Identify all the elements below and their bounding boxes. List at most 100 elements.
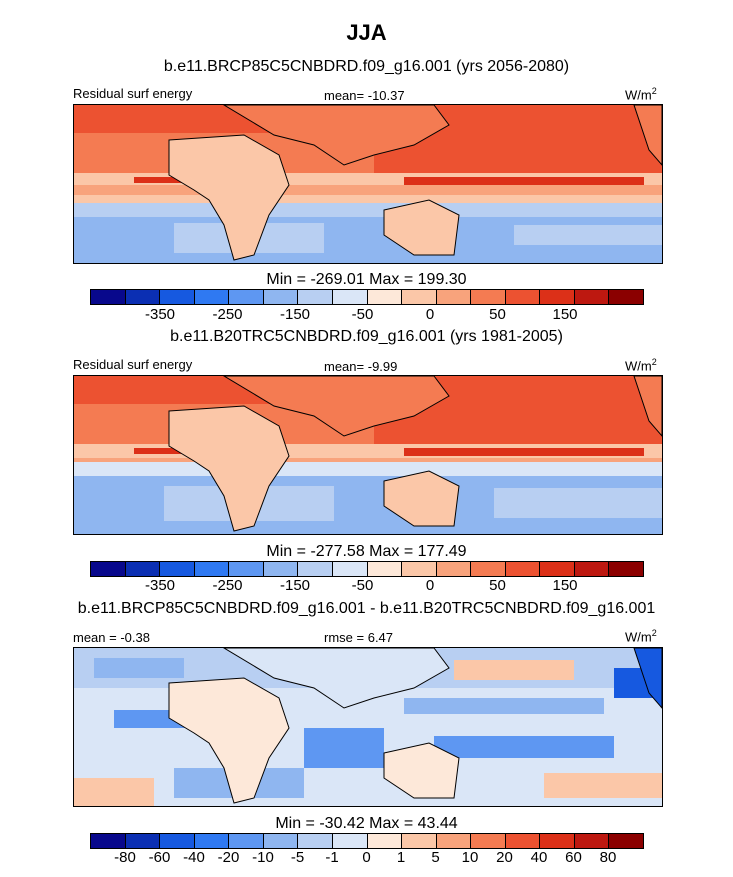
panel2-eurasia-outline	[223, 376, 450, 437]
panel2-australia-outline	[383, 470, 460, 527]
panel3-australia-outline	[383, 742, 460, 799]
panel1-eurasia-outline	[223, 105, 450, 166]
colorbar-tick-label: 0	[362, 849, 371, 866]
colorbar-tick-label: -150	[279, 306, 311, 323]
panel3-case-title: b.e11.BRCP85C5CNBDRD.f09_g16.001 - b.e11…	[77, 600, 656, 617]
colorbar-tick-label: -80	[114, 849, 136, 866]
colorbar-swatch	[332, 290, 368, 304]
colorbar-tick-label: -5	[290, 849, 305, 866]
panel2-max-value: 177.49	[417, 543, 467, 560]
panel3-americas-outline	[633, 648, 662, 709]
panel2-left-label: Residual surf energy	[73, 357, 193, 372]
colorbar-swatch	[298, 562, 333, 576]
panel2-mean: mean= -9.99	[324, 359, 397, 374]
panel3-colorbar	[90, 833, 644, 849]
colorbar-tick-label: -250	[212, 306, 243, 323]
panel2-americas-outline	[633, 376, 662, 437]
panel3-minmax: Min = -30.42 Max = 43.44	[0, 815, 733, 833]
panel1-australia-outline	[383, 199, 460, 256]
colorbar-swatch	[609, 290, 643, 304]
colorbar-tick-label: -250	[212, 577, 243, 594]
colorbar-tick-label: 150	[552, 577, 578, 594]
colorbar-tick-label: -50	[351, 577, 374, 594]
colorbar-swatch	[402, 290, 437, 304]
colorbar-swatch	[298, 834, 333, 848]
panel1-units: W/m2	[625, 86, 657, 102]
colorbar-swatch	[574, 562, 610, 576]
panel3-map-svg	[74, 648, 662, 806]
colorbar-swatch	[367, 290, 403, 304]
colorbar-swatch	[436, 834, 472, 848]
colorbar-swatch	[436, 562, 472, 576]
colorbar-swatch	[160, 290, 195, 304]
panel1-americas-outline	[633, 105, 662, 166]
colorbar-swatch	[609, 562, 643, 576]
panel1-colorbar-ticks: -350 -250 -150 -50 0 50 150	[0, 306, 733, 324]
colorbar-tick-label: 0	[425, 306, 435, 323]
colorbar-tick-label: -350	[144, 306, 176, 323]
colorbar-swatch	[298, 290, 333, 304]
panel1-map	[73, 104, 663, 264]
colorbar-swatch	[574, 290, 610, 304]
panel3-units-base: W/m	[625, 629, 652, 645]
panel1-mean-label: mean=	[324, 88, 365, 103]
colorbar-swatch	[91, 562, 126, 576]
colorbar-tick-label: 20	[496, 849, 513, 866]
colorbar-tick-label: 50	[489, 577, 506, 594]
colorbar-swatch	[471, 290, 506, 304]
figure-title: JJA	[346, 20, 387, 45]
panel3-eurasia-outline	[223, 648, 450, 709]
colorbar-tick-label: -50	[351, 306, 374, 323]
colorbar-swatch	[609, 834, 643, 848]
colorbar-swatch	[574, 834, 610, 848]
colorbar-tick-label: 10	[461, 849, 479, 866]
panel2-minmax: Min = -277.58 Max = 177.49	[0, 543, 733, 561]
colorbar-swatch	[125, 290, 161, 304]
panel2-case-title: b.e11.B20TRC5CNBDRD.f09_g16.001 (yrs 198…	[170, 328, 563, 345]
colorbar-swatch	[505, 834, 541, 848]
colorbar-swatch	[91, 834, 126, 848]
colorbar-swatch	[540, 290, 575, 304]
panel1-left-label: Residual surf energy	[73, 86, 193, 101]
colorbar-swatch	[91, 290, 126, 304]
colorbar-swatch	[505, 290, 541, 304]
panel2-africa-outline	[168, 405, 290, 532]
colorbar-tick-label: -1	[325, 849, 339, 866]
colorbar-swatch	[263, 834, 299, 848]
panel1-map-svg	[74, 105, 662, 263]
panel2-colorbar-ticks: -350 -250 -150 -50 0 50 150	[0, 577, 733, 595]
colorbar-swatch	[263, 562, 299, 576]
colorbar-swatch	[194, 290, 230, 304]
colorbar-swatch	[402, 562, 437, 576]
colorbar-tick-label: -40	[183, 849, 205, 866]
panel1-units-base: W/m	[625, 87, 652, 103]
colorbar-tick-label: 40	[530, 849, 548, 866]
colorbar-swatch	[263, 290, 299, 304]
panel2-min-label: Min =	[266, 543, 306, 560]
colorbar-tick-label: 0	[425, 577, 435, 594]
colorbar-swatch	[194, 562, 230, 576]
colorbar-swatch	[229, 562, 264, 576]
panel3-colorbar-ticks: -80 -60 -40 -20 -10 -5 -1 0 1 5 10 20 40 60 80	[0, 849, 733, 867]
colorbar-swatch	[229, 290, 264, 304]
colorbar-swatch	[436, 290, 472, 304]
colorbar-swatch	[194, 834, 230, 848]
colorbar-swatch	[367, 562, 403, 576]
colorbar-tick-label: 50	[489, 306, 506, 323]
colorbar-tick-label: -20	[217, 849, 240, 866]
colorbar-tick-label: -350	[144, 577, 176, 594]
colorbar-swatch	[471, 834, 506, 848]
panel3-left-label: mean = -0.38	[73, 630, 150, 645]
panel1-min-value: -269.01	[310, 271, 365, 288]
colorbar-tick-label: 80	[599, 849, 617, 866]
panel2-max-label: Max =	[369, 543, 414, 560]
panel1-case-title: b.e11.BRCP85C5CNBDRD.f09_g16.001 (yrs 20…	[163, 58, 570, 75]
panel2-units: W/m2	[625, 357, 657, 373]
colorbar-tick-label: -150	[279, 577, 311, 594]
colorbar-swatch	[160, 562, 195, 576]
colorbar-swatch	[125, 562, 161, 576]
colorbar-tick-label: -60	[148, 849, 171, 866]
colorbar-tick-label: 150	[552, 306, 578, 323]
colorbar-tick-label: 1	[396, 849, 406, 866]
panel3-min-label: Min =	[275, 815, 315, 832]
